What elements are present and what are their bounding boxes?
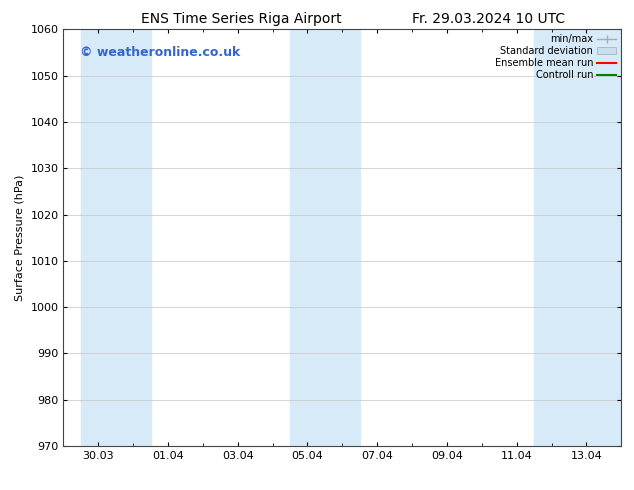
Legend: min/max, Standard deviation, Ensemble mean run, Controll run: min/max, Standard deviation, Ensemble me… [495, 34, 616, 80]
Text: Fr. 29.03.2024 10 UTC: Fr. 29.03.2024 10 UTC [411, 12, 565, 26]
Text: ENS Time Series Riga Airport: ENS Time Series Riga Airport [141, 12, 341, 26]
Y-axis label: Surface Pressure (hPa): Surface Pressure (hPa) [15, 174, 25, 301]
Bar [534, 29, 621, 446]
Text: © weatheronline.co.uk: © weatheronline.co.uk [80, 46, 240, 59]
Bar [81, 29, 150, 446]
Bar [290, 29, 359, 446]
